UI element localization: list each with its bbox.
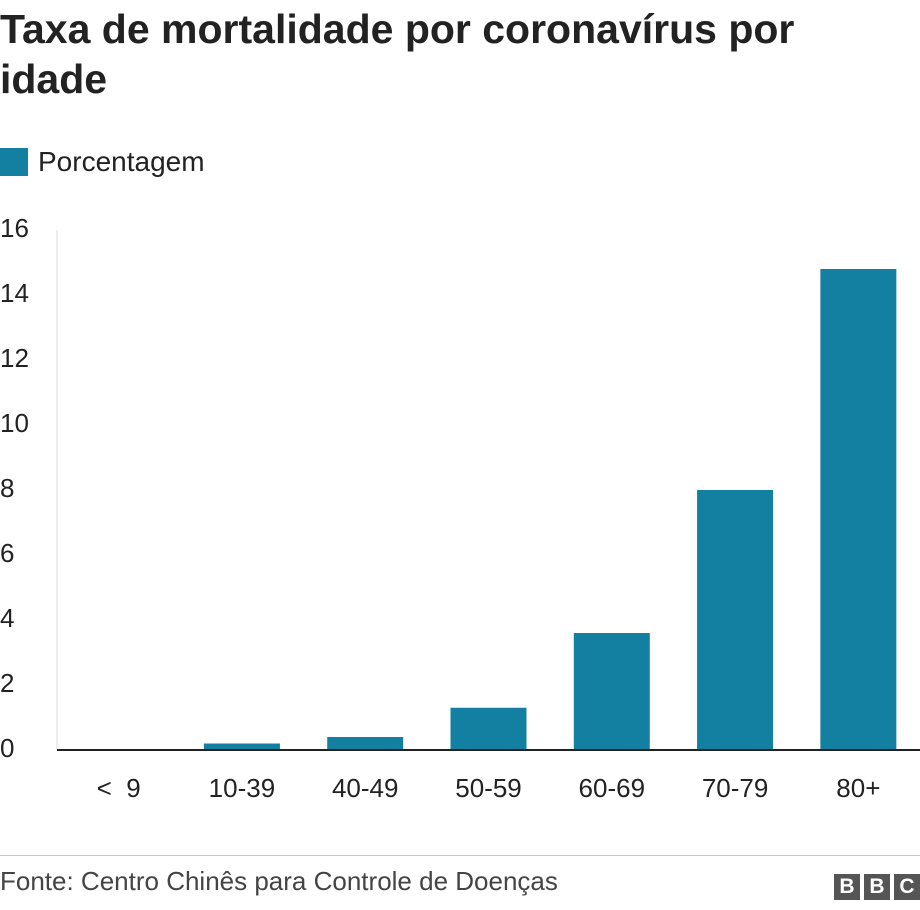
y-tick-label: 14 — [0, 278, 29, 308]
x-tick-label: 80+ — [836, 773, 880, 803]
y-tick-label: 10 — [0, 408, 29, 438]
bar — [450, 707, 527, 750]
y-tick-label: 12 — [0, 343, 29, 373]
footer-divider — [0, 855, 920, 856]
legend-swatch — [0, 148, 28, 176]
x-tick-label: 60-69 — [579, 773, 646, 803]
bbc-logo-letter: C — [894, 874, 920, 900]
bbc-logo-letter: B — [834, 874, 860, 900]
bar — [203, 743, 280, 750]
x-tick-label: 40-49 — [332, 773, 399, 803]
x-tick-label: 50-59 — [455, 773, 522, 803]
bbc-logo-letter: B — [864, 874, 890, 900]
bbc-logo: B B C — [834, 874, 920, 900]
legend: Porcentagem — [0, 146, 205, 178]
bar — [697, 490, 774, 750]
chart-title: Taxa de mortalidade por coronavírus por … — [0, 6, 795, 102]
y-tick-label: 16 — [0, 213, 29, 243]
y-tick-label: 4 — [0, 603, 14, 633]
x-tick-label: 70-79 — [702, 773, 769, 803]
x-tick-label: < 9 — [97, 773, 141, 803]
bar-chart: 0 2 4 6 8 10 12 14 16 < 9 10-39 40-49 50-59 60-69 70-7… — [0, 213, 920, 803]
legend-label: Porcentagem — [38, 146, 205, 177]
bar — [327, 737, 404, 750]
x-tick-label: 10-39 — [209, 773, 276, 803]
y-tick-label: 6 — [0, 538, 14, 568]
bar — [573, 633, 650, 750]
y-tick-label: 0 — [0, 733, 14, 763]
source-note: Fonte: Centro Chinês para Controle de Do… — [0, 866, 558, 896]
y-tick-label: 2 — [0, 668, 14, 698]
bar — [820, 269, 897, 750]
y-tick-label: 8 — [0, 473, 14, 503]
